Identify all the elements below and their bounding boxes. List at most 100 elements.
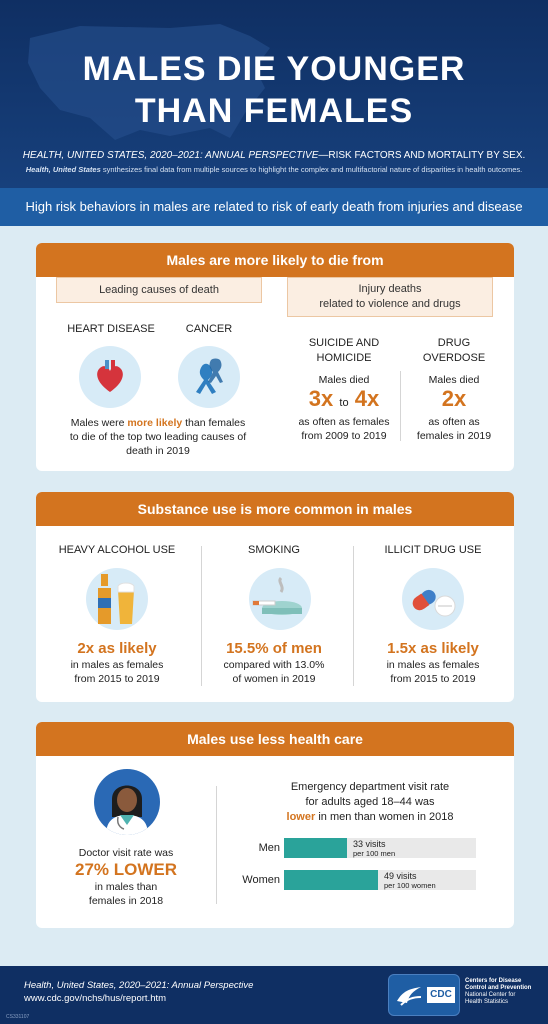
cdc-logo-text: CDC [427, 987, 455, 1003]
section-health-care: Males use less health care Doctor visit … [36, 722, 514, 928]
illicit-drug-text: in males as females from 2015 to 2019 [358, 658, 508, 686]
leading-text-line-2: to die of the top two leading causes of [69, 431, 247, 443]
drug-text-line-2: females in 2019 [416, 430, 492, 442]
us-map-icon [28, 24, 270, 140]
doctor-rate: 27% LOWER [74, 860, 178, 879]
cancer-ribbon-icon [178, 346, 240, 408]
subtitle: HEALTH, UNITED STATES, 2020–2021: ANNUAL… [0, 150, 548, 161]
leading-text-b: than females [182, 417, 246, 429]
suicide-text-line-2: from 2009 to 2019 [301, 430, 387, 442]
suicide-text-line-1: as often as females [298, 416, 390, 428]
suicide-rate-b: 4x [354, 386, 380, 411]
section-mortality-heading: Males are more likely to die from [36, 243, 514, 277]
footer-code: CS331107 [6, 1014, 30, 1020]
pills-icon [402, 568, 464, 630]
agency-line-3: National Center for [465, 992, 516, 998]
bar-value-text: 33 visits [353, 839, 386, 849]
drug-overdose-label: DRUG OVERDOSE [406, 336, 502, 366]
suicide-rate: 3x to 4x [288, 386, 400, 412]
drug-rate: 2x [441, 386, 467, 411]
hhs-eagle-icon [397, 987, 422, 1006]
ed-text-line-1: Emergency department visit rate [290, 781, 450, 793]
doctor-text-3: females in 2018 [88, 895, 164, 907]
substance-divider-1 [201, 546, 202, 686]
injury-tag-line-1: Injury deaths [358, 283, 422, 295]
agency-line-1: Centers for Disease [465, 978, 522, 984]
illicit-drug-rate: 1.5x as likely [387, 640, 479, 657]
bar-value-unit: per 100 women [384, 881, 436, 890]
ed-text-line-2: for adults aged 18–44 was [305, 796, 435, 808]
subtitle-rest: —RISK FACTORS AND MORTALITY BY SEX. [318, 150, 526, 161]
smoking-text-line-1: compared with 13.0% [223, 659, 325, 671]
injury-divider [400, 371, 401, 441]
leading-text-line-3: death in 2019 [126, 445, 190, 457]
section-substance-heading: Substance use is more common in males [36, 492, 514, 526]
bar-value-men: 33 visits per 100 men [353, 839, 395, 859]
smoking-text: compared with 13.0% of women in 2019 [204, 658, 344, 686]
illicit-drug-text-line-2: from 2015 to 2019 [390, 673, 476, 685]
suicide-died-text: Males died [318, 374, 370, 386]
drug-text: as often as females in 2019 [402, 415, 506, 443]
alcohol-text-line-2: from 2015 to 2019 [74, 673, 160, 685]
footer-source-url[interactable]: www.cdc.gov/nchs/hus/report.htm [24, 993, 167, 1004]
section-substance: Substance use is more common in males HE… [36, 492, 514, 702]
suicide-rate-to: to [339, 397, 349, 409]
substance-divider-2 [353, 546, 354, 686]
description-italic: Health, United States [25, 165, 101, 174]
title-line-2: THAN FEMALES [134, 92, 414, 130]
drug-died-text: Males died [428, 374, 480, 386]
alcohol-text: in males as females from 2015 to 2019 [42, 658, 192, 686]
ed-text: Emergency department visit rate for adul… [242, 780, 498, 825]
agency-line-4: Health Statistics [465, 999, 509, 1005]
bar-value-text: 49 visits [384, 871, 417, 881]
smoking-label: SMOKING [248, 544, 300, 556]
footer: Health, United States, 2020–2021: Annual… [0, 966, 548, 1024]
ed-text-em: lower [286, 811, 316, 823]
ashtray-icon [249, 568, 311, 630]
injury-tag-line-2: related to violence and drugs [319, 298, 461, 310]
bar-label-women: Women [242, 874, 280, 886]
alcohol-rate: 2x as likely [77, 640, 157, 657]
doctor-avatar-icon [94, 769, 160, 835]
drug-label-line-1: DRUG [437, 337, 471, 349]
suicide-rate-a: 3x [308, 386, 334, 411]
bar-value-unit: per 100 men [353, 849, 396, 858]
health-care-divider [216, 786, 217, 904]
bar-value-women: 49 visits per 100 women [384, 871, 436, 891]
bar-fill-women [284, 870, 378, 890]
heart-disease-label: HEART DISEASE [67, 323, 155, 335]
doctor-text-rest: in males than females in 2018 [56, 880, 196, 908]
bar-fill-men [284, 838, 347, 858]
bar-label-men: Men [258, 842, 280, 854]
agency-line-2: Control and Prevention [465, 985, 532, 991]
section-mortality: Males are more likely to die from Leadin… [36, 243, 514, 471]
illicit-drug-text-line-1: in males as females [386, 659, 480, 671]
leading-causes-text: Males were more likely than females to d… [52, 416, 264, 458]
alcohol-label: HEAVY ALCOHOL USE [58, 544, 176, 556]
alcohol-text-line-1: in males as females [70, 659, 164, 671]
leading-text-a: Males were [70, 417, 128, 429]
leading-text-em: more likely [127, 417, 183, 429]
illicit-drug-label: ILLICIT DRUG USE [384, 544, 482, 556]
cancer-label: CANCER [185, 323, 233, 335]
alcohol-icon [86, 568, 148, 630]
footer-source-title: Health, United States, 2020–2021: Annual… [24, 980, 254, 991]
description: Health, United States synthesizes final … [0, 165, 548, 174]
drug-text-line-1: as often as [428, 416, 480, 428]
doctor-text-1: Doctor visit rate was [78, 847, 174, 859]
suicide-label-line-2: HOMICIDE [316, 352, 372, 364]
doctor-text-2: in males than [94, 881, 158, 893]
heart-icon [79, 346, 141, 408]
cdc-logo: CDC [388, 974, 460, 1016]
banner: High risk behaviors in males are related… [0, 188, 548, 226]
ed-text-line-3: in men than women in 2018 [315, 811, 454, 823]
injury-deaths-tag: Injury deaths related to violence and dr… [287, 277, 493, 317]
suicide-label-line-1: SUICIDE AND [308, 337, 380, 349]
agency-name: Centers for Disease Control and Preventi… [465, 978, 531, 1006]
smoking-rate: 15.5% of men [226, 640, 322, 657]
suicide-text: as often as females from 2009 to 2019 [284, 415, 404, 443]
subtitle-italic: HEALTH, UNITED STATES, 2020–2021: ANNUAL… [22, 150, 319, 161]
leading-causes-tag: Leading causes of death [56, 277, 262, 303]
section-health-care-heading: Males use less health care [36, 722, 514, 756]
smoking-text-line-2: of women in 2019 [232, 673, 316, 685]
